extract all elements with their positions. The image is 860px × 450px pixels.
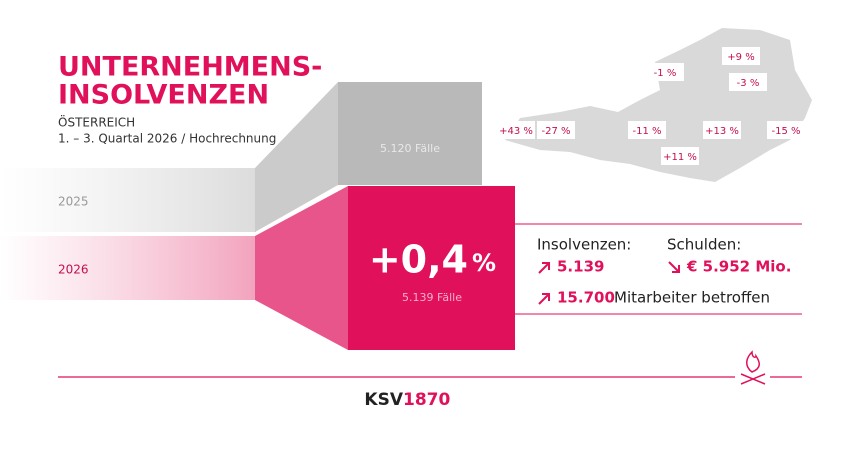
fire-icon (740, 350, 766, 385)
region-change: +11 % (663, 152, 697, 163)
box-2025 (338, 82, 482, 185)
cases-2025: 5.120 Fälle (380, 142, 440, 155)
change: +0,4 (369, 238, 468, 282)
region-change: -27 % (541, 126, 570, 137)
region-label-box (722, 47, 760, 65)
region-change: +9 % (727, 52, 754, 63)
region-label-box (497, 121, 535, 139)
change-unit: % (472, 249, 496, 277)
region-label-box (767, 121, 805, 139)
region-label-box (729, 73, 767, 91)
insolvencies-value: 5.139 (557, 258, 604, 276)
band-2026 (0, 236, 256, 300)
connector-2025 (255, 82, 338, 232)
title: UNTERNEHMENS- (58, 52, 322, 83)
cases-2026: 5.139 Fälle (402, 291, 462, 304)
employees-text: Mitarbeiter betroffen (614, 289, 770, 307)
region-label-box (537, 121, 575, 139)
year-2026: 2026 (58, 263, 89, 277)
region-label-box (646, 63, 684, 81)
arrow-up (538, 262, 550, 274)
arrow-down (668, 261, 680, 273)
region: ÖSTERREICH (58, 114, 135, 130)
arrow-up (538, 293, 550, 305)
debts-value: € 5.952 Mio. (686, 258, 791, 276)
region-change: -15 % (771, 126, 800, 137)
region-change: -1 % (654, 68, 677, 79)
debts-label: Schulden: (667, 236, 741, 254)
brand-letters: KSV (364, 390, 403, 410)
region-label-box (661, 147, 699, 165)
region-change: -3 % (737, 78, 760, 89)
region-change: +43 % (499, 126, 533, 137)
connector-2026 (255, 186, 348, 350)
insolvencies-label: Insolvenzen: (537, 236, 631, 254)
brand-digits: 1870 (403, 390, 450, 410)
box-2026 (348, 186, 515, 350)
year-2025: 2025 (58, 195, 89, 209)
austria-map (505, 28, 812, 182)
region-change: -11 % (632, 126, 661, 137)
region-label-box (628, 121, 666, 139)
region-label-box (703, 121, 741, 139)
title: INSOLVENZEN (58, 80, 269, 111)
period: 1. – 3. Quartal 2026 / Hochrechnung (58, 132, 276, 146)
band-2025 (0, 168, 256, 232)
region-change: +13 % (705, 126, 739, 137)
employees-value: 15.700 (557, 289, 615, 307)
